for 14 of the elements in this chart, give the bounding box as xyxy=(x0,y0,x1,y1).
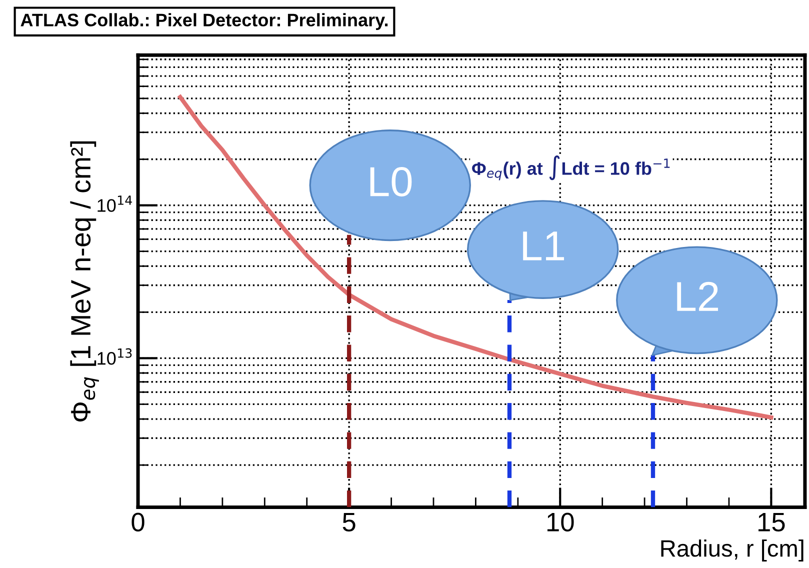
annotation: L1 xyxy=(523,232,564,260)
line-series xyxy=(178,95,774,420)
y-axis-title: Φ$_{eq}$ [1 MeV n-eq / cm²] xyxy=(70,141,99,422)
x-tick-label: 0 xyxy=(132,512,144,532)
x-axis-title: Radius, r [cm] xyxy=(661,539,804,562)
y-tick-label: 10$^{13}$ xyxy=(98,348,132,365)
annotation: L0 xyxy=(370,166,412,196)
y-tick-label: 10$^{14}$ xyxy=(98,196,132,212)
x-tick-label: 10 xyxy=(547,512,574,532)
chart-title: ATLAS Collab.: Pixel Detector: Preliminary. xyxy=(20,13,388,30)
annotation: L2 xyxy=(677,282,718,311)
annotation: Φ$_{eq}$(r) at ∫Ldt = 10 fb$^{−1}$ xyxy=(472,155,670,180)
x-tick-label: 15 xyxy=(758,513,785,532)
x-tick-label: 5 xyxy=(342,513,356,532)
